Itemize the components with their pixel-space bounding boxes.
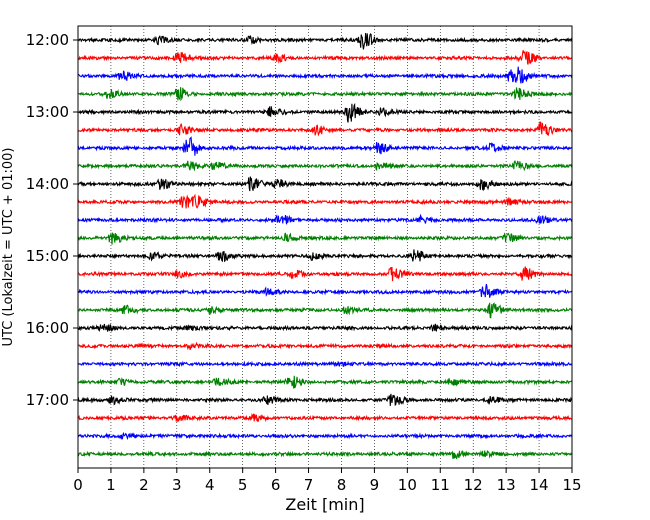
y-tick-label: 14:00 xyxy=(26,175,69,193)
seismogram-trace xyxy=(77,231,573,245)
x-tick-label: 7 xyxy=(304,476,314,494)
seismogram-trace xyxy=(77,193,573,209)
seismogram-trace xyxy=(77,266,573,282)
x-tick-label: 14 xyxy=(530,476,549,494)
y-tick-label: 12:00 xyxy=(26,31,69,49)
seismogram-trace xyxy=(77,121,573,137)
x-tick-label: 12 xyxy=(464,476,483,494)
seismogram-trace xyxy=(77,87,573,102)
y-tick-label: 16:00 xyxy=(26,319,69,337)
seismogram-trace xyxy=(77,33,573,50)
x-tick-label: 11 xyxy=(431,476,450,494)
x-tick-label: 0 xyxy=(73,476,83,494)
x-tick-label: 13 xyxy=(497,476,516,494)
seismogram-trace xyxy=(77,360,573,368)
seismogram-traces xyxy=(77,33,573,460)
seismogram-trace xyxy=(77,213,573,225)
seismogram-trace xyxy=(77,431,573,441)
x-tick-label: 3 xyxy=(172,476,182,494)
seismogram-trace xyxy=(77,323,573,333)
seismogram-trace xyxy=(77,66,573,84)
seismogram-trace xyxy=(77,450,573,460)
seismogram-trace xyxy=(77,393,573,407)
x-tick-label: 5 xyxy=(238,476,248,494)
x-tick-label: 2 xyxy=(139,476,149,494)
x-tick-label: 9 xyxy=(370,476,380,494)
seismogram-trace xyxy=(77,302,573,319)
seismogram-trace xyxy=(77,159,573,172)
seismogram-trace xyxy=(77,341,573,351)
y-axis-ticks: 12:00 13:00 14:00 15:00 16:00 17:00 xyxy=(26,31,78,409)
seismogram-trace xyxy=(77,102,573,123)
y-tick-label: 15:00 xyxy=(26,247,69,265)
seismogram-trace xyxy=(77,136,573,156)
seismogram-trace xyxy=(77,283,573,298)
x-tick-label: 6 xyxy=(271,476,281,494)
y-tick-label: 13:00 xyxy=(26,103,69,121)
x-tick-label: 10 xyxy=(398,476,417,494)
x-axis-ticks: 0 1 2 3 4 5 6 7 8 9 10 11 12 13 14 15 xyxy=(73,468,582,494)
x-tick-label: 15 xyxy=(562,476,581,494)
x-tick-label: 4 xyxy=(205,476,215,494)
y-tick-label: 17:00 xyxy=(26,391,69,409)
seismogram-trace xyxy=(77,412,573,423)
plot-frame xyxy=(77,25,573,469)
seismogram-trace xyxy=(77,249,573,263)
seismogram-trace xyxy=(77,375,573,389)
seismogram-trace xyxy=(77,50,573,65)
x-axis-label: Zeit [min] xyxy=(285,495,364,514)
x-tick-label: 1 xyxy=(106,476,116,494)
seismogram-trace xyxy=(77,176,573,192)
y-axis-label: UTC (Lokalzeit = UTC + 01:00) xyxy=(1,148,16,347)
x-tick-label: 8 xyxy=(337,476,347,494)
